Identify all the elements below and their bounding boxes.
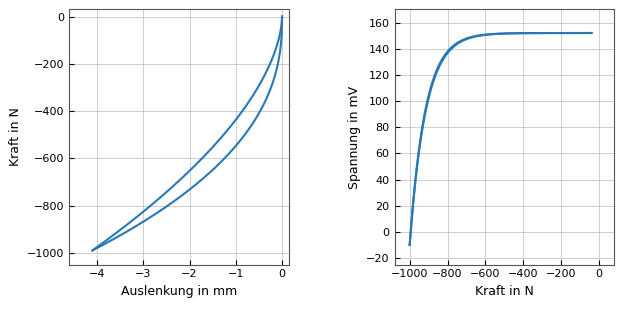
X-axis label: Auslenkung in mm: Auslenkung in mm <box>121 285 238 298</box>
Y-axis label: Kraft in N: Kraft in N <box>9 108 21 166</box>
X-axis label: Kraft in N: Kraft in N <box>475 285 534 298</box>
Y-axis label: Spannung in mV: Spannung in mV <box>348 85 360 189</box>
